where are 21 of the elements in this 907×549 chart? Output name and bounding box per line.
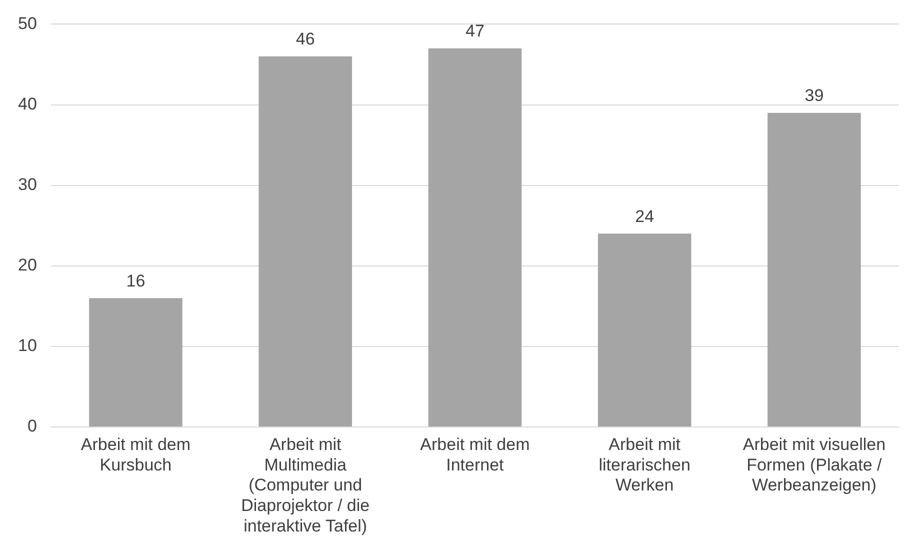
y-tick-label: 50 [18,14,37,33]
data-label: 16 [126,271,146,290]
y-tick-label: 30 [18,175,37,194]
bar [258,56,352,426]
data-label: 24 [635,206,654,226]
data-label: 46 [296,30,315,49]
x-tick-label: Arbeit mit Multimedia (Computer und Diaprojektor / die interaktive Tafel) [241,434,370,536]
x-tick-label: Arbeit mit dem Internet [420,434,530,474]
x-tick-label: Arbeit mit dem Kursbuch [80,434,191,474]
y-tick-label: 40 [18,94,37,114]
y-tick-label: 20 [18,256,37,275]
data-label: 47 [465,22,484,41]
bar [768,112,861,426]
bar [428,48,522,426]
x-tick-label: Arbeit mit visuellen Formen (Plakate / Werbeanzeigen) [742,434,886,495]
y-tick-label: 0 [27,416,37,436]
x-tick-label: Arbeit mit literarischen Werken [598,434,690,495]
bar [598,234,692,426]
bar [89,298,182,426]
data-label: 39 [804,86,824,106]
y-tick-label: 10 [18,336,37,356]
